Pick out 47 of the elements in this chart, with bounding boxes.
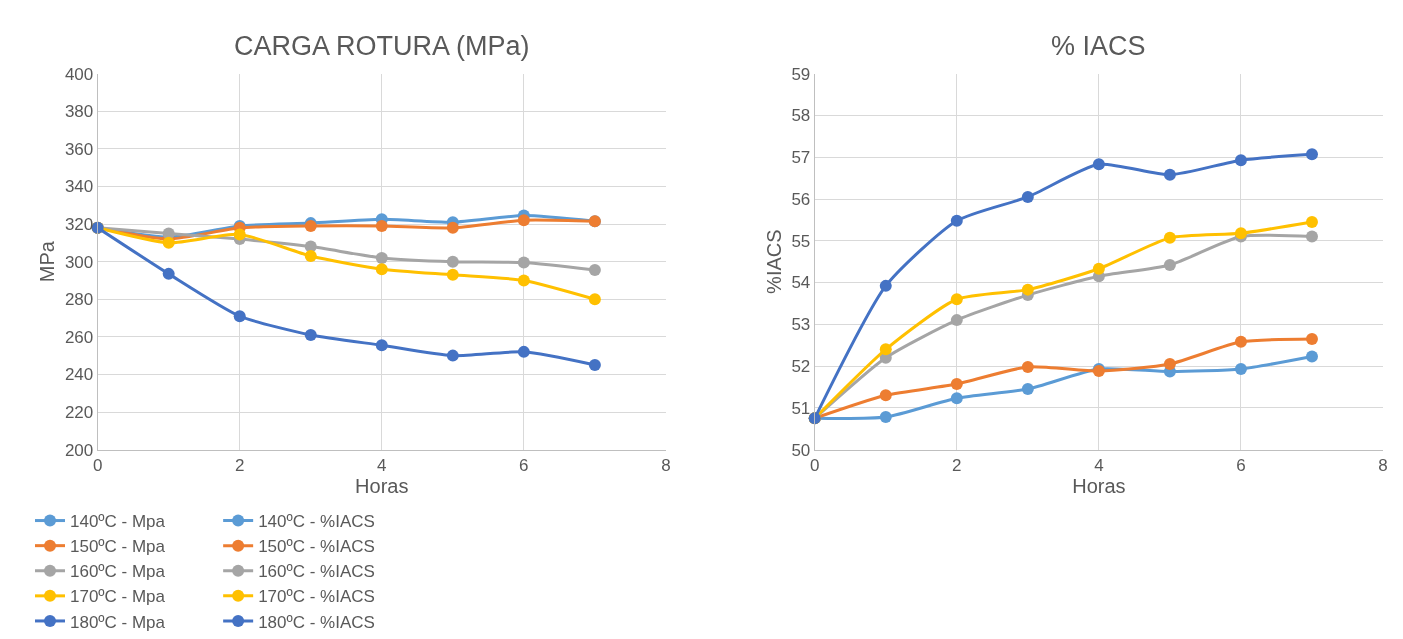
x-tick-label: 0 [810,456,820,475]
y-tick-label: 52 [791,357,811,377]
y-tick-label: 220 [64,402,94,422]
legend-label: 140ºC - Mpa [70,512,166,532]
y-tick-label: 58 [791,106,811,126]
y-tick-label: 59 [791,64,811,84]
x-axis-title: Horas [355,475,409,497]
legend-label: 160ºC - Mpa [70,562,166,582]
y-tick-label: 260 [64,327,94,347]
y-tick-label: 360 [64,139,94,159]
y-tick-label: 200 [64,440,94,460]
x-tick-label: 8 [661,456,671,475]
legend-label: 150ºC - %IACS [258,537,375,557]
x-tick-label: 4 [377,456,387,475]
legend-label: 180ºC - Mpa [70,612,166,632]
y-tick-label: 380 [64,102,94,122]
y-tick-label: 400 [64,64,94,84]
chart-title: CARGA ROTURA (MPa) [234,31,530,61]
legend-label: 140ºC - %IACS [258,512,375,532]
legend-label: 150ºC - Mpa [70,537,166,557]
y-tick-label: 340 [64,177,94,197]
y-axis-title: %IACS [762,229,785,294]
y-tick-label: 55 [791,231,811,251]
y-tick-label: 240 [64,365,94,385]
legend-label: 180ºC - %IACS [258,612,375,632]
x-tick-label: 4 [1094,456,1104,475]
y-tick-label: 50 [791,440,811,460]
legend-label: 170ºC - Mpa [70,587,166,607]
legend-label: 160ºC - %IACS [258,562,375,582]
y-tick-label: 320 [64,215,94,235]
x-axis-title: Horas [1072,475,1126,497]
x-tick-label: 0 [92,456,103,475]
y-tick-label: 54 [791,273,811,293]
legend-label: 170ºC - %IACS [258,587,375,607]
y-tick-label: 51 [791,398,811,418]
x-tick-label: 2 [234,456,245,475]
chart-title: % IACS [1051,31,1146,61]
y-tick-label: 280 [64,290,94,310]
x-tick-label: 2 [952,456,962,475]
y-tick-label: 53 [791,315,811,335]
y-tick-label: 56 [791,189,811,209]
y-tick-label: 57 [791,148,811,168]
x-tick-label: 6 [1236,456,1246,475]
x-tick-label: 6 [519,456,529,475]
y-tick-label: 300 [64,252,94,272]
x-tick-label: 8 [1378,456,1388,475]
y-axis-title: MPa [36,240,59,283]
